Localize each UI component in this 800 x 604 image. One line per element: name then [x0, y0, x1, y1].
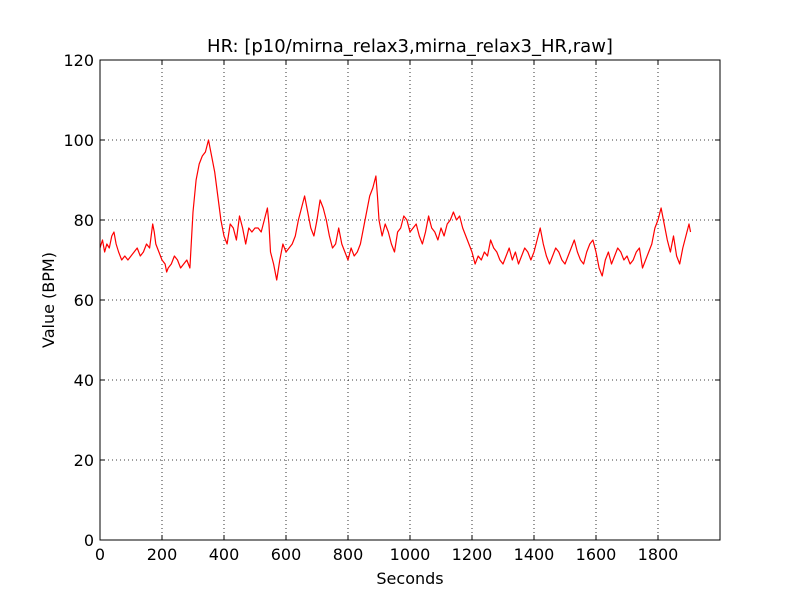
y-tick-label: 120 — [63, 51, 94, 70]
y-axis-label: Value (BPM) — [39, 252, 58, 348]
x-tick-label: 1600 — [576, 545, 617, 564]
series-line-1 — [99, 139, 692, 281]
y-tick-label: 60 — [74, 291, 94, 310]
axis-ticks: 0 200 400 600 800 1000 1200 1400 1600 1800 0 20 40 60… — [63, 51, 720, 564]
x-tick-label: 1800 — [638, 545, 679, 564]
y-tick-label: 0 — [84, 531, 94, 550]
chart-title: HR: [p10/mirna_relax3,mirna_relax3_HR,ra… — [207, 36, 613, 57]
x-axis-label: Seconds — [376, 569, 443, 588]
series-layer — [99, 139, 692, 281]
x-tick-label: 400 — [209, 545, 240, 564]
x-tick-label: 800 — [333, 545, 364, 564]
x-tick-label: 1200 — [452, 545, 493, 564]
y-tick-label: 100 — [63, 131, 94, 150]
x-tick-label: 1000 — [390, 545, 431, 564]
x-tick-label: 600 — [271, 545, 302, 564]
grid-lines — [100, 60, 720, 540]
x-tick-label: 0 — [95, 545, 105, 564]
y-tick-label: 80 — [74, 211, 94, 230]
y-tick-label: 20 — [74, 451, 94, 470]
x-tick-label: 1400 — [514, 545, 555, 564]
x-tick-label: 200 — [147, 545, 178, 564]
y-tick-label: 40 — [74, 371, 94, 390]
